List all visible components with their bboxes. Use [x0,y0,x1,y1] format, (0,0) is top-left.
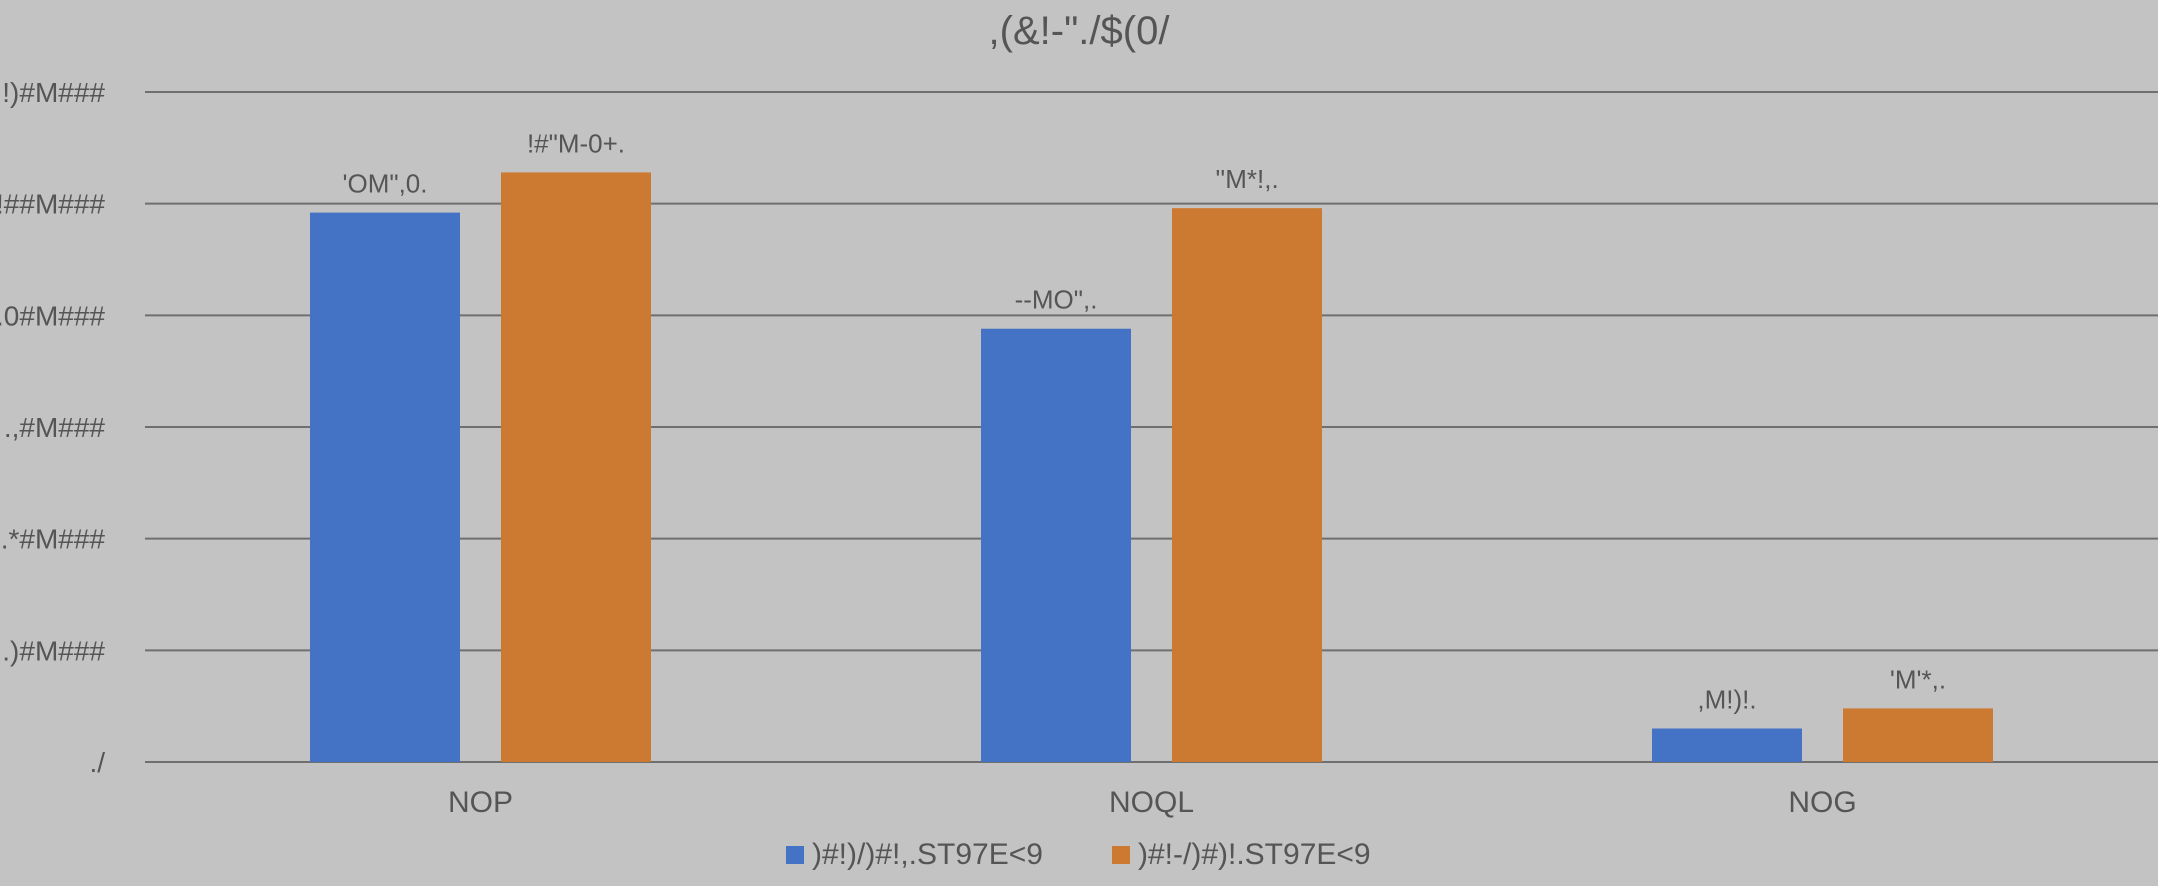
data-label: --MO",. [1015,285,1098,315]
bar-noql-series-1 [981,328,1131,762]
y-tick-label: !##M### [0,189,105,220]
legend-swatch [786,846,804,864]
category-label: NOG [1788,786,1856,819]
data-label: !#"M-0+. [527,128,625,158]
y-tick-label: .)#M### [2,635,105,666]
chart-title: ,(&!-"./$(0/ [989,9,1171,53]
y-tick-label: .0#M### [0,300,105,331]
data-label: ,M!)!. [1697,685,1756,715]
y-axis-ticks: ./ .)#M### .*#M### .,#M### .0#M### !##M### !)#… [0,77,105,778]
data-label: ''M*!,. [1215,164,1278,194]
bar-nop-series-2 [501,172,651,762]
bar-nog-series-2 [1843,708,1993,762]
legend-label: )#!-/)#)!.ST97E<9 [1138,838,1371,871]
data-labels: 'OM",0. !#"M-0+. --MO",. ''M*!,. ,M!)!. 'M'*,… [343,128,1947,714]
y-tick-label: .,#M### [4,412,106,443]
gridlines [145,91,2158,763]
bar-nop-series-1 [310,212,460,763]
bar-nog-series-1 [1652,728,1802,762]
category-label: NOP [448,786,513,819]
legend: )#!)/)#!,.ST97E<9 )#!-/)#)!.ST97E<9 [786,838,1371,871]
y-tick-label: !)#M### [2,77,105,108]
y-tick-label: ./ [89,747,105,778]
x-axis-categories: NOP NOQL NOG [448,786,1857,819]
y-tick-label: .*#M### [1,524,106,555]
data-label: 'M'*,. [1890,664,1946,694]
bars [310,172,1993,763]
legend-swatch [1112,846,1130,864]
category-label: NOQL [1109,786,1194,819]
bar-noql-series-2 [1172,208,1322,763]
legend-label: )#!)/)#!,.ST97E<9 [812,838,1043,871]
data-label: 'OM",0. [343,169,428,199]
